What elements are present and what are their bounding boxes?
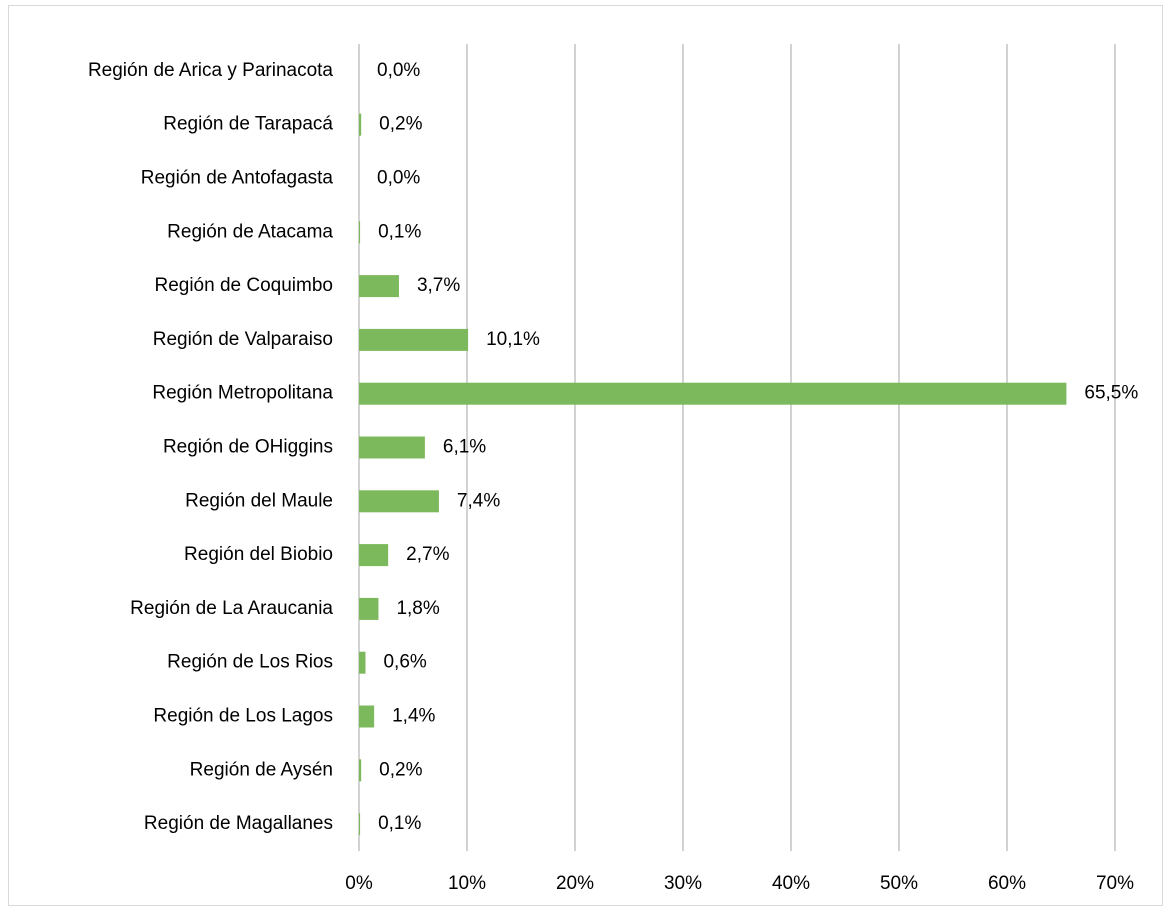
y-tick-label: Región de Arica y Parinacota: [88, 60, 333, 81]
x-tick-label: 0%: [345, 873, 373, 894]
bar: [359, 651, 366, 674]
x-tick-label: 40%: [772, 873, 810, 894]
x-tick-label: 10%: [448, 873, 486, 894]
value-label: 2,7%: [406, 544, 449, 565]
x-tick-label: 60%: [988, 873, 1026, 894]
bar: [359, 490, 439, 513]
value-label: 0,0%: [377, 60, 420, 81]
y-tick-label: Región de La Araucania: [130, 598, 333, 619]
x-tick-label: 70%: [1096, 873, 1134, 894]
bar: [359, 328, 469, 351]
bar: [359, 221, 361, 244]
x-tick-label: 50%: [880, 873, 918, 894]
y-tick-label: Región del Biobio: [184, 544, 333, 565]
bar: [359, 382, 1067, 405]
bar: [359, 544, 389, 567]
value-label: 3,7%: [417, 275, 460, 296]
value-label: 0,1%: [378, 221, 421, 242]
y-tick-label: Región de Valparaiso: [153, 329, 333, 350]
chart-border: [8, 5, 1163, 906]
bar: [359, 813, 361, 836]
value-label: 1,4%: [392, 706, 435, 727]
y-tick-label: Región de Los Rios: [167, 652, 333, 673]
value-label: 10,1%: [486, 329, 540, 350]
y-tick-label: Región Metropolitana: [152, 383, 333, 404]
y-tick-label: Región de Tarapacá: [163, 114, 333, 135]
y-tick-label: Región de Antofagasta: [141, 168, 334, 189]
value-label: 0,2%: [379, 759, 422, 780]
y-tick-label: Región de Coquimbo: [154, 275, 333, 296]
y-tick-label: Región de Los Lagos: [153, 706, 333, 727]
value-label: 1,8%: [396, 598, 439, 619]
value-label: 65,5%: [1084, 383, 1138, 404]
x-tick-label: 20%: [556, 873, 594, 894]
y-tick-label: Región de Aysén: [190, 759, 333, 780]
value-label: 7,4%: [457, 490, 500, 511]
bar: [359, 436, 425, 459]
y-tick-label: Región de Magallanes: [144, 813, 333, 834]
y-tick-label: Región del Maule: [185, 490, 333, 511]
x-tick-label: 30%: [664, 873, 702, 894]
bar: [359, 705, 375, 728]
bar: [359, 113, 362, 136]
bar: [359, 275, 399, 298]
y-tick-label: Región de Atacama: [167, 221, 333, 242]
bar: [359, 597, 379, 620]
value-label: 6,1%: [443, 437, 486, 458]
bar: [359, 759, 362, 782]
value-label: 0,0%: [377, 168, 420, 189]
value-label: 0,6%: [383, 652, 426, 673]
value-label: 0,2%: [379, 114, 422, 135]
y-tick-label: Región de OHiggins: [163, 437, 333, 458]
value-label: 0,1%: [378, 813, 421, 834]
